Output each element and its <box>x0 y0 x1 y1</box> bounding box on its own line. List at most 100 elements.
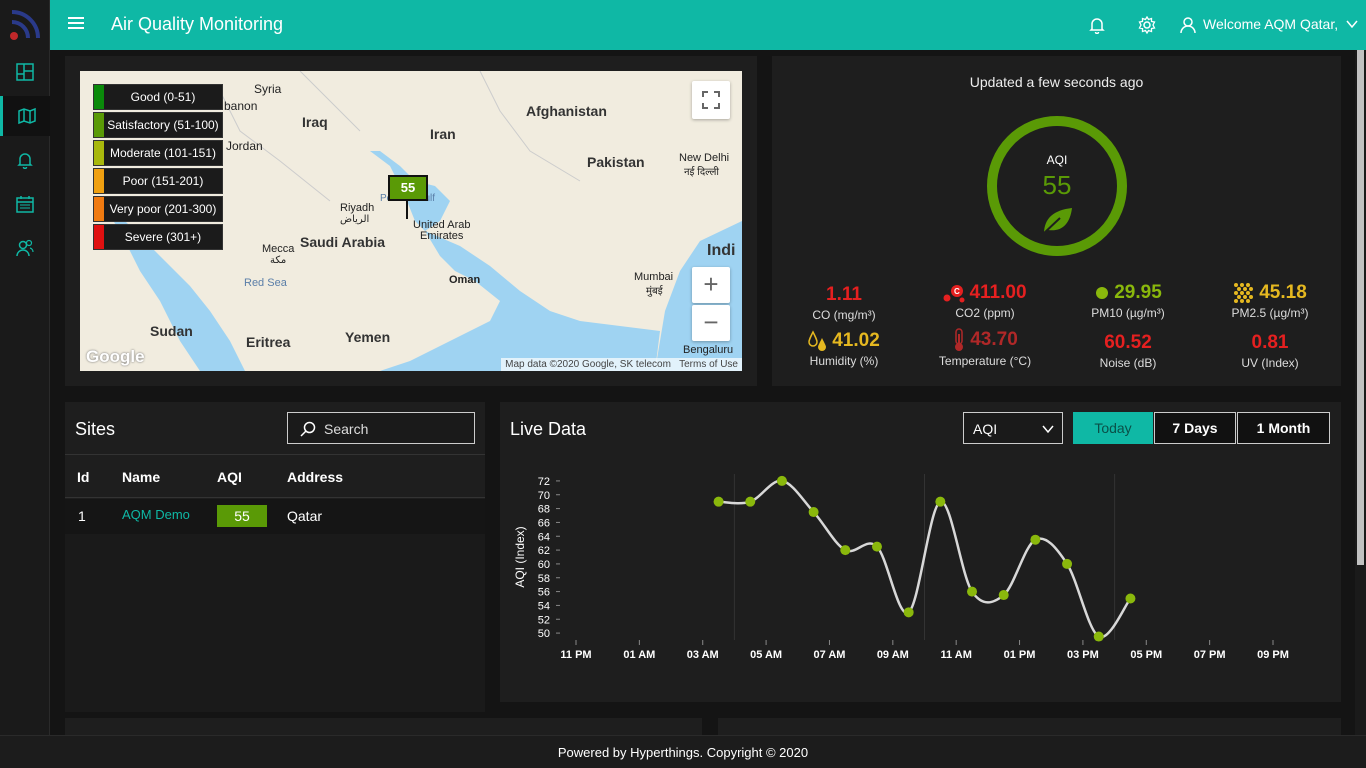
range-1month-button[interactable]: 1 Month <box>1237 412 1330 444</box>
table-empty-area <box>65 534 485 712</box>
cell-id: 1 <box>78 508 86 524</box>
map-label: Indi <box>707 242 736 259</box>
settings-gear-icon[interactable] <box>1138 16 1156 34</box>
parameter-select-value: AQI <box>973 421 998 437</box>
x-tick-label: 03 AM <box>687 649 719 661</box>
user-icon[interactable] <box>1179 16 1197 34</box>
data-point <box>903 607 914 618</box>
data-point <box>967 586 978 597</box>
dust-icon <box>1234 283 1254 303</box>
map-label: banon <box>224 99 258 113</box>
sites-search[interactable] <box>287 412 475 444</box>
app-logo[interactable] <box>8 8 42 42</box>
x-tick-label: 01 AM <box>623 649 655 661</box>
chevron-down-icon[interactable] <box>1346 19 1358 29</box>
sidebar-item-map[interactable] <box>0 96 50 136</box>
legend-item: Satisfactory (51-100) <box>93 112 223 138</box>
leaf-icon <box>1041 208 1072 236</box>
map-label: Yemen <box>345 329 391 345</box>
map-label: Eritrea <box>246 334 291 350</box>
map-label: Afghanistan <box>526 103 607 119</box>
footer: Powered by Hyperthings. Copyright © 2020 <box>0 735 1366 768</box>
legend-label: Poor (151-201) <box>122 174 204 188</box>
x-tick-label: 05 PM <box>1130 649 1162 661</box>
metric-name: CO (mg/m³) <box>812 308 876 322</box>
metric-pm10: 29.95 PM10 (µg/m³) <box>1058 282 1198 320</box>
x-tick-label: 09 PM <box>1257 649 1289 661</box>
hamburger-menu-icon[interactable] <box>68 17 84 31</box>
column-header-id[interactable]: Id <box>77 469 90 485</box>
site-marker-pin <box>406 201 408 219</box>
y-tick-label: 70 <box>538 490 550 502</box>
scrollbar-thumb[interactable] <box>1357 50 1364 565</box>
metric-value: 411.00 <box>969 282 1027 303</box>
x-tick-label: 05 AM <box>750 649 782 661</box>
aqi-label: AQI <box>1046 153 1068 167</box>
google-logo: Google <box>86 347 145 366</box>
y-tick-label: 64 <box>538 531 550 543</box>
column-header-aqi[interactable]: AQI <box>217 469 242 485</box>
x-tick-label: 07 PM <box>1194 649 1226 661</box>
welcome-user-menu[interactable]: Welcome AQM Qatar, <box>1203 16 1339 32</box>
y-axis-label: AQI (Index) <box>513 526 527 587</box>
cell-address: Qatar <box>287 508 323 524</box>
app-title: Air Quality Monitoring <box>111 14 284 34</box>
zoom-out-button[interactable]: − <box>692 305 730 341</box>
search-input[interactable] <box>324 419 464 439</box>
range-today-button[interactable]: Today <box>1073 412 1153 444</box>
site-marker[interactable]: 55 <box>388 175 428 201</box>
metric-value: 60.52 <box>1104 332 1152 353</box>
y-tick-label: 52 <box>538 614 550 626</box>
y-tick-label: 58 <box>538 573 550 585</box>
sidebar-item-dashboard[interactable] <box>0 52 50 92</box>
sidebar-item-users[interactable] <box>0 228 50 268</box>
parameter-select[interactable]: AQI <box>963 412 1063 444</box>
legend-item: Poor (151-201) <box>93 168 223 194</box>
data-point <box>871 541 882 552</box>
metric-value: 41.02 <box>832 330 880 352</box>
fullscreen-button[interactable] <box>692 81 730 119</box>
y-tick-label: 54 <box>538 600 550 612</box>
x-tick-label: 07 AM <box>813 649 845 661</box>
metric-pm25: 45.18 PM2.5 (µg/m³) <box>1200 282 1340 320</box>
metric-name: CO2 (ppm) <box>955 306 1015 320</box>
map-label: Mumbai <box>634 271 674 283</box>
terms-link[interactable]: Terms of Use <box>679 359 738 370</box>
map-attribution-text: Map data ©2020 Google, SK telecom <box>505 359 671 370</box>
metric-humidity: 41.02 Humidity (%) <box>774 330 914 368</box>
thermometer-icon <box>955 328 964 351</box>
partial-card-left <box>65 718 702 735</box>
map-label: New Delhi <box>679 152 730 164</box>
metric-value: 43.70 <box>970 329 1018 351</box>
bell-icon <box>17 153 33 169</box>
table-row[interactable]: 1 AQM Demo 55 Qatar <box>65 499 485 534</box>
sidebar-item-alerts[interactable] <box>0 140 50 180</box>
map-label: Mecca <box>262 243 295 255</box>
notification-bell-icon[interactable] <box>1088 16 1106 34</box>
map-label: Red Sea <box>244 277 287 289</box>
sites-map[interactable]: Good (0-51) Satisfactory (51-100) Modera… <box>80 71 742 371</box>
page-scrollbar[interactable] <box>1355 50 1366 735</box>
map-label: Pakistan <box>587 154 645 170</box>
legend-item: Moderate (101-151) <box>93 140 223 166</box>
range-7days-button[interactable]: 7 Days <box>1154 412 1236 444</box>
sidebar-item-calendar[interactable] <box>0 184 50 224</box>
co2-icon: C <box>943 284 965 303</box>
zoom-in-button[interactable]: + <box>692 267 730 303</box>
calendar-icon <box>16 196 34 213</box>
legend-swatch <box>94 141 104 165</box>
data-point <box>998 590 1009 601</box>
metric-name: PM10 (µg/m³) <box>1091 306 1165 320</box>
map-label: Riyadh <box>340 202 375 214</box>
column-header-name[interactable]: Name <box>122 469 161 485</box>
x-tick-label: 11 PM <box>560 649 591 661</box>
metric-name: PM2.5 (µg/m³) <box>1231 306 1309 321</box>
legend-label: Very poor (201-300) <box>109 202 217 216</box>
cell-name-link[interactable]: AQM Demo <box>122 507 190 522</box>
users-icon <box>16 239 34 257</box>
column-header-address[interactable]: Address <box>287 469 344 485</box>
metric-name: Temperature (°C) <box>938 354 1032 368</box>
y-tick-label: 50 <box>538 628 550 640</box>
metric-value: 0.81 <box>1251 332 1289 353</box>
partial-card-right <box>718 718 1341 735</box>
